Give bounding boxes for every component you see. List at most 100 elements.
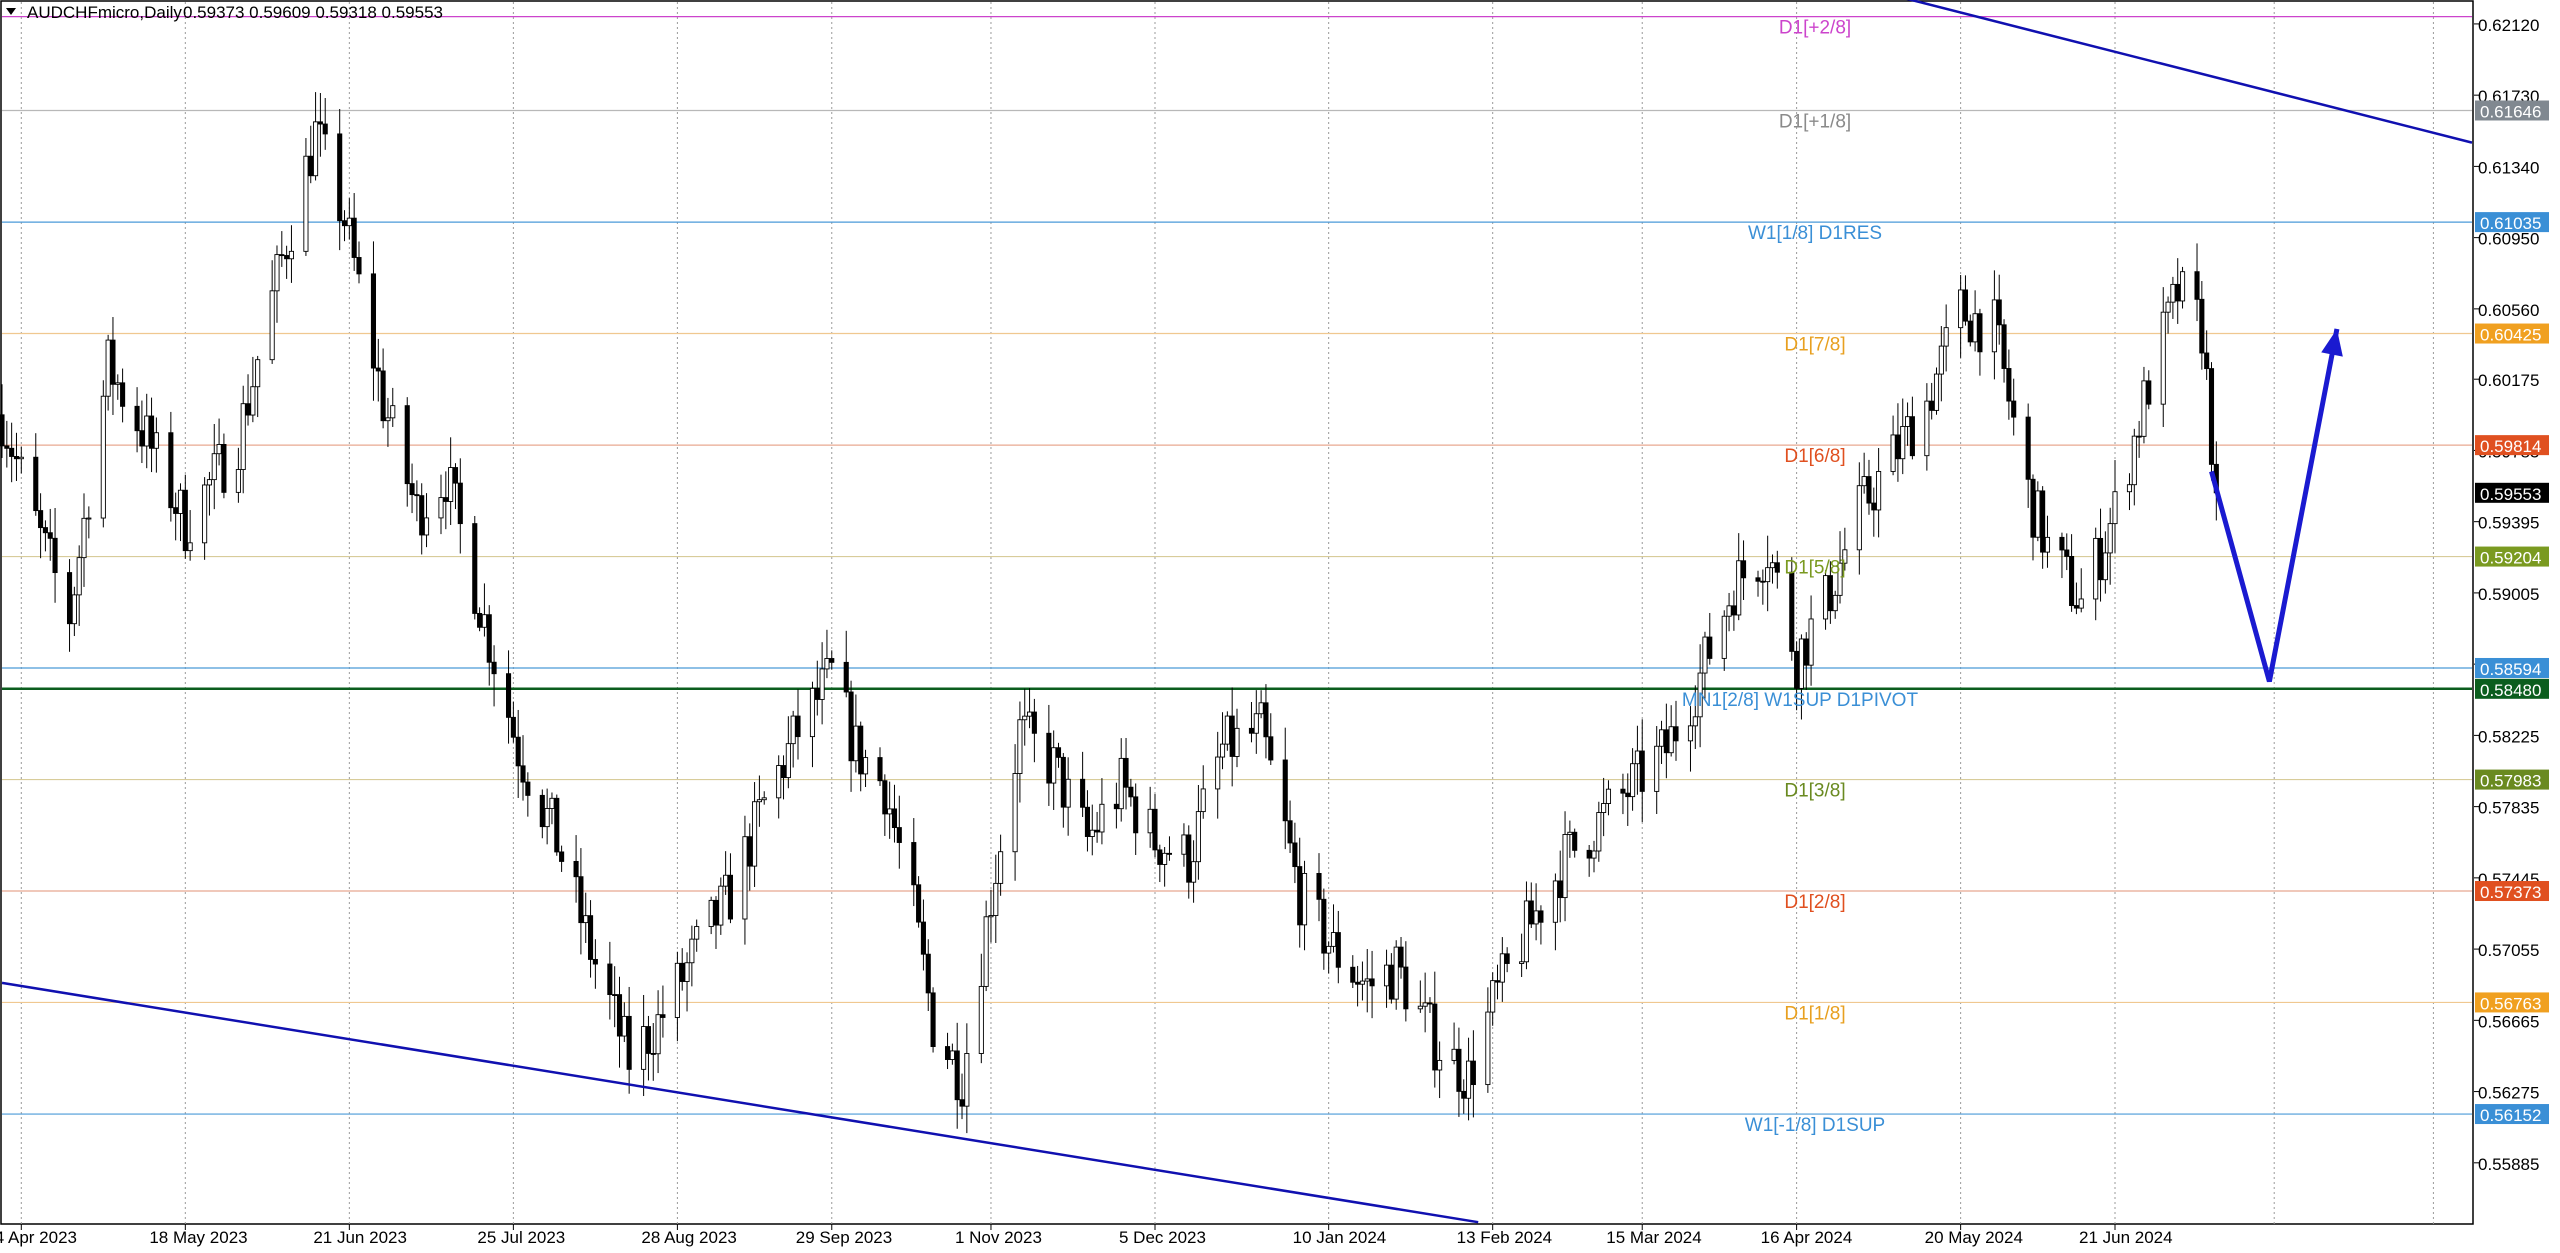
candle: [177, 483, 184, 542]
candle: [1258, 690, 1264, 719]
level-price-tag[interactable]: 0.60425: [2475, 323, 2549, 345]
ohlc-values: 0.59373 0.59609 0.59318 0.59553: [183, 3, 443, 22]
level-label: MN1[2/8] W1SUP D1PIVOT: [1682, 690, 1919, 711]
symbol-timeframe: AUDCHFmicro,Daily: [27, 3, 182, 22]
level-price-tag[interactable]: 0.61646: [2475, 100, 2549, 122]
candle-body-bull: [641, 1026, 647, 1070]
candle: [829, 650, 835, 670]
candle-body-bull: [1890, 434, 1896, 472]
candle: [1494, 964, 1501, 1000]
level-price-tag[interactable]: 0.57373: [2475, 881, 2549, 902]
candle: [1943, 304, 1949, 372]
candle-body-bull: [809, 687, 816, 738]
candle-body-bull: [1905, 416, 1911, 427]
candle-body-bear: [182, 489, 188, 552]
candle-body-bear: [1080, 778, 1086, 808]
candle-body-bear: [245, 403, 251, 416]
candle: [481, 583, 487, 637]
candle: [877, 747, 883, 786]
candle-body-bull: [549, 797, 555, 809]
time-tick-label: 1 Nov 2023: [955, 1228, 1042, 1247]
candle: [1268, 713, 1274, 765]
candle: [390, 387, 396, 427]
candle: [515, 709, 521, 798]
candle: [1157, 844, 1163, 883]
candle: [2126, 473, 2133, 511]
price-axis[interactable]: 0.621200.617300.613400.609500.605600.601…: [2474, 16, 2549, 1174]
level-price-tag[interactable]: 0.56763: [2475, 992, 2549, 1013]
candle: [1528, 882, 1534, 928]
candle-body-bear: [457, 482, 463, 525]
candle-body-bull: [1798, 638, 1804, 689]
candle-body-bull: [1856, 485, 1862, 551]
candle-body-bear: [925, 953, 931, 994]
candle-body-bear: [351, 217, 357, 258]
candle-body-bull: [819, 668, 825, 700]
candle-body-bull: [2035, 490, 2041, 538]
current-price-tag[interactable]: 0.59553: [2475, 482, 2549, 504]
candle: [149, 397, 155, 473]
candle-body-bear: [1166, 852, 1173, 855]
candle: [612, 966, 618, 1028]
candle: [1692, 685, 1698, 749]
level-price-tag[interactable]: 0.59204: [2475, 546, 2549, 568]
candle: [824, 629, 830, 679]
candle: [491, 645, 497, 707]
candle-body-bull: [1330, 932, 1337, 947]
candle: [1456, 1027, 1462, 1117]
candle: [2035, 481, 2041, 542]
level-price-tag[interactable]: 0.56152: [2475, 1104, 2549, 1125]
candle: [1523, 881, 1530, 970]
candle: [448, 437, 454, 526]
candle-body-bear: [510, 716, 516, 738]
candle-body-bull: [481, 614, 487, 628]
level-price-tag[interactable]: 0.58480: [2475, 678, 2549, 700]
candle-body-bull: [1605, 788, 1612, 804]
candle: [747, 823, 753, 891]
price-tag-text: 0.58480: [2480, 681, 2541, 700]
price-tag-box: [2475, 100, 2549, 121]
time-tick-label: 13 Feb 2024: [1457, 1228, 1552, 1247]
time-axis[interactable]: 14 Apr 2023 18 May 2023 21 Jun 2023 25 Jul …: [0, 1224, 2173, 1247]
candle-body-bear: [1133, 796, 1139, 834]
candle: [404, 397, 410, 507]
candle: [993, 854, 999, 943]
candle-body-bull: [1499, 953, 1505, 983]
candle: [2006, 349, 2012, 420]
candle: [1186, 825, 1192, 899]
level-price-tag[interactable]: 0.59814: [2475, 435, 2549, 456]
candle: [1181, 823, 1187, 867]
candle: [33, 433, 39, 516]
candle: [1827, 561, 1833, 624]
price-tag-box: [2475, 657, 2549, 678]
candle: [2097, 508, 2104, 602]
candle-body-bull: [1191, 861, 1197, 883]
candle-body-bull: [2044, 536, 2051, 553]
candle-body-bull: [153, 432, 159, 449]
price-tag-text: 0.57373: [2480, 883, 2541, 902]
price-tag-box: [2475, 546, 2549, 567]
candle-body-bull: [1301, 873, 1308, 926]
candle-body-bear: [1123, 757, 1129, 788]
candle-body-bear: [2208, 368, 2215, 465]
time-tick-label: 28 Aug 2023: [641, 1228, 736, 1247]
candle-body-bear: [1967, 320, 1973, 343]
candle: [2175, 258, 2181, 324]
candle: [1490, 972, 1496, 1026]
candle-body-bull: [1634, 750, 1640, 765]
candle: [862, 749, 869, 788]
time-tick-label: 10 Jan 2024: [1293, 1228, 1387, 1247]
candle: [1417, 980, 1423, 1013]
price-tag-box: [2475, 992, 2549, 1013]
level-price-tag[interactable]: 0.58594: [2475, 657, 2549, 679]
level-price-tag[interactable]: 0.57983: [2475, 769, 2549, 791]
candle: [1596, 801, 1602, 862]
candle: [843, 630, 849, 698]
triangle-down-icon[interactable]: [6, 8, 16, 15]
level-price-tag[interactable]: 0.61035: [2475, 212, 2549, 233]
candle: [930, 987, 936, 1053]
candle: [583, 892, 589, 943]
candle-body-bear: [612, 994, 618, 997]
